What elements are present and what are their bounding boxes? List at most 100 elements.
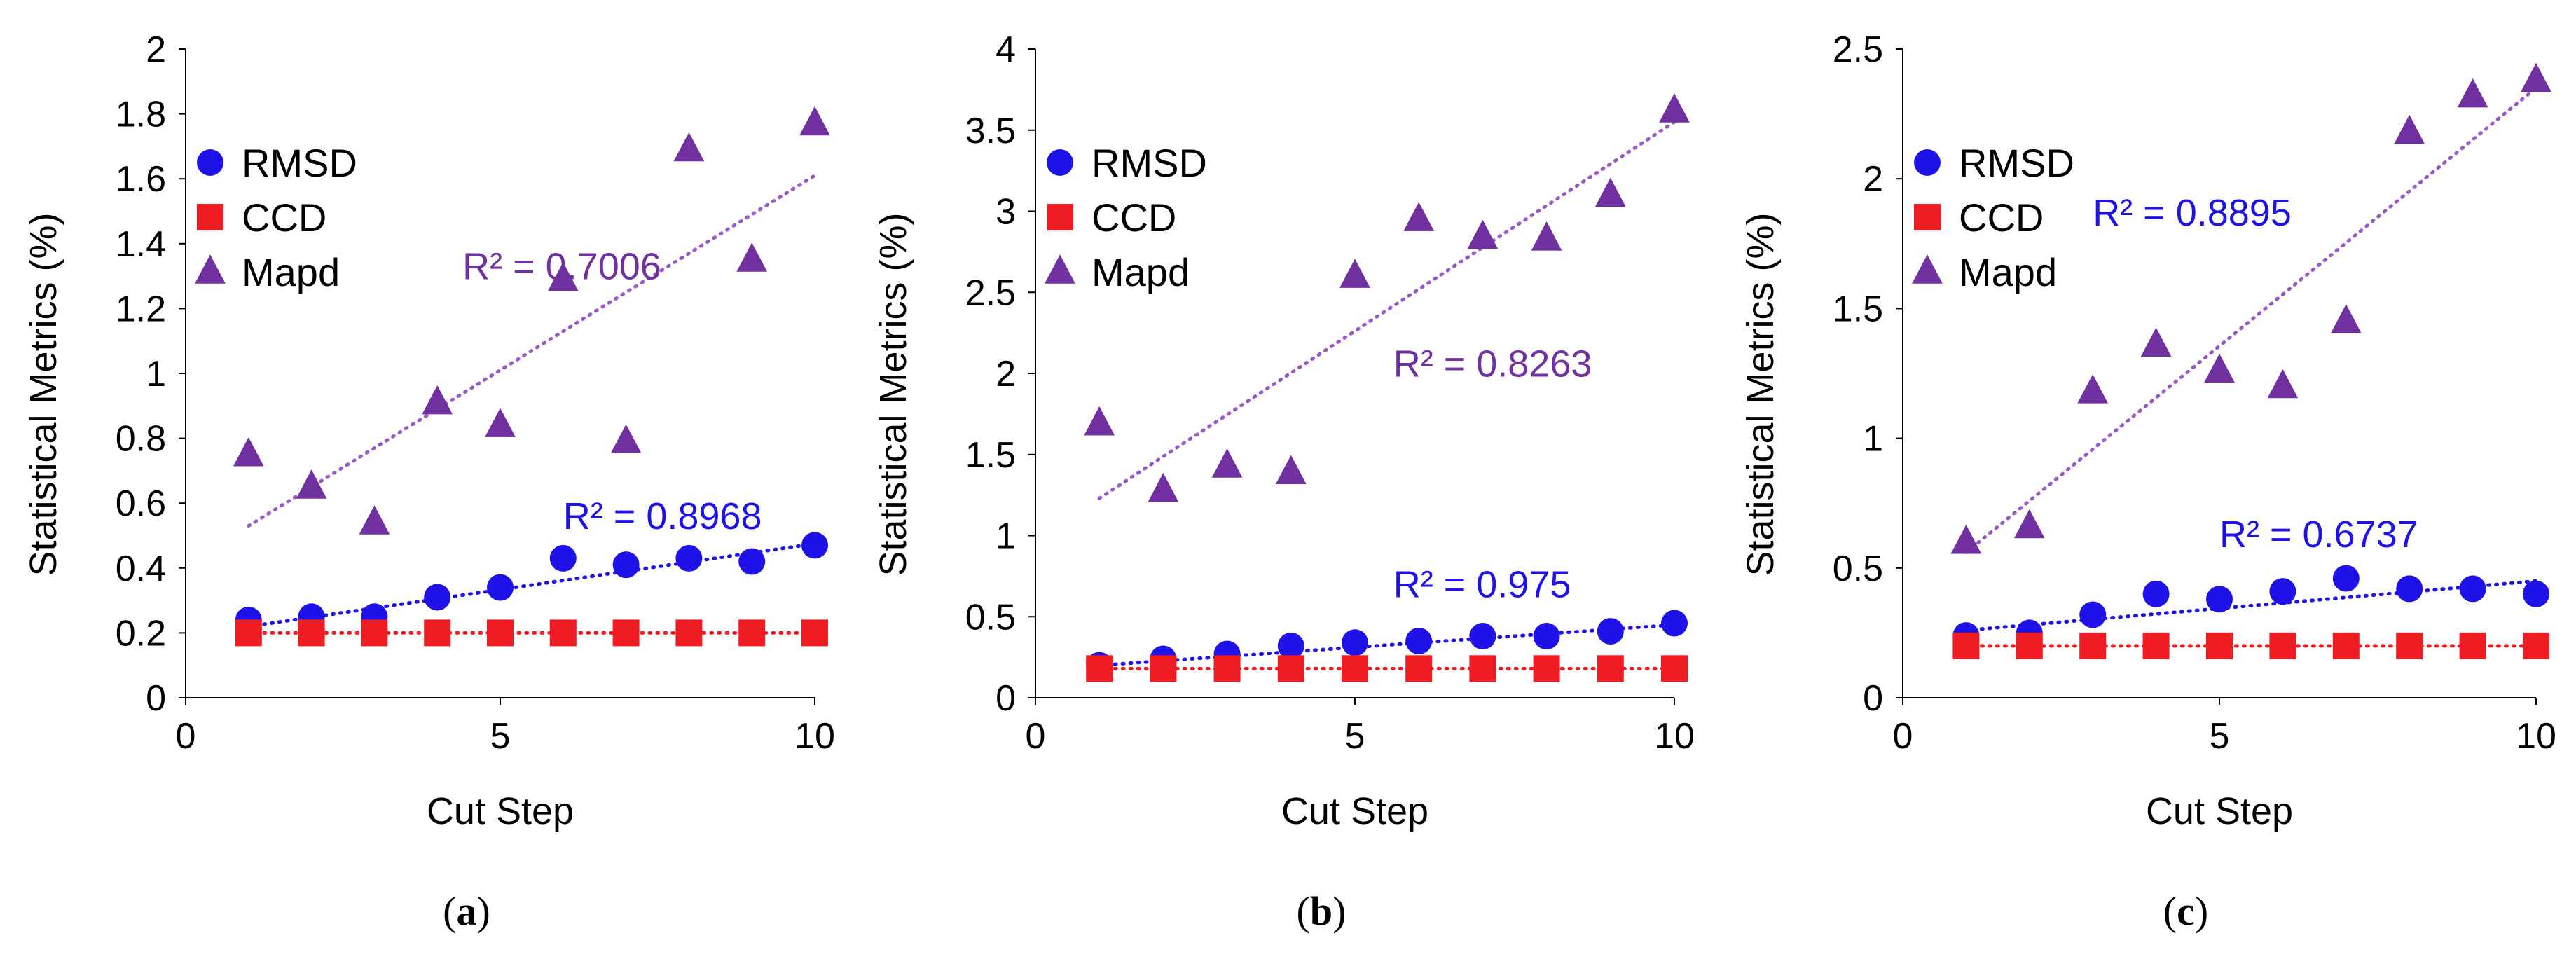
data-point-ccd [361, 619, 388, 647]
y-tick-label: 1.4 [116, 224, 166, 265]
legend-marker-rmsd [197, 149, 223, 176]
y-tick-label: 1.5 [1833, 289, 1883, 329]
legend-marker-mapd [1045, 254, 1075, 284]
data-point-mapd [359, 505, 390, 535]
r-squared-annotation: R² = 0.8895 [2093, 192, 2292, 234]
x-tick-label: 10 [794, 716, 835, 757]
data-point-ccd [801, 619, 828, 647]
y-tick-label: 1 [146, 354, 166, 394]
data-point-rmsd [424, 584, 451, 611]
legend-label-mapd: Mapd [1091, 250, 1190, 294]
legend-marker-mapd [195, 254, 226, 284]
data-point-ccd [235, 619, 262, 647]
y-tick-label: 0.4 [116, 549, 166, 589]
data-point-mapd [296, 469, 327, 499]
data-point-mapd [2394, 114, 2425, 144]
data-point-rmsd [549, 544, 577, 572]
data-point-rmsd [2523, 580, 2549, 607]
data-point-ccd [2206, 632, 2233, 659]
r-squared-annotation: R² = 0.6737 [2219, 514, 2418, 556]
y-tick-label: 0.5 [965, 597, 1016, 638]
y-tick-label: 0 [146, 678, 166, 719]
data-point-rmsd [487, 574, 514, 601]
y-axis-title: Statistical Metrics (%) [22, 212, 64, 576]
chart-panel-b: 0 0.5 1 1.5 2 2.5 3 3.5 4 0 5 10 Cut Step Statistical… [872, 29, 1695, 934]
data-point-mapd [1467, 219, 1499, 249]
y-tick-label: 2.5 [965, 273, 1016, 313]
x-tick-label: 5 [2210, 716, 2230, 757]
data-point-ccd [1597, 655, 1624, 682]
x-tick-label: 10 [1654, 716, 1695, 757]
data-point-ccd [1213, 655, 1241, 682]
y-tick-label: 0 [996, 678, 1016, 719]
panel-label-close: ) [1332, 888, 1346, 934]
data-point-rmsd [2269, 578, 2296, 605]
data-point-rmsd [1277, 632, 1304, 659]
data-point-ccd [2459, 632, 2486, 659]
panel-label-letter: b [1310, 888, 1332, 934]
y-tick-label: 0.6 [116, 483, 166, 524]
data-point-rmsd [1533, 623, 1560, 650]
legend-marker-rmsd [1914, 149, 1941, 176]
panel-label-close: ) [477, 888, 490, 934]
data-point-mapd [2140, 327, 2172, 357]
y-tick-label: 0.8 [116, 419, 166, 460]
y-tick-label: 1.2 [116, 289, 166, 329]
data-point-rmsd [1597, 618, 1624, 645]
r-squared-annotation: R² = 0.8263 [1393, 343, 1592, 385]
x-axis-title: Cut Step [427, 790, 574, 832]
y-axis-title: Statistical Metrics (%) [872, 212, 914, 576]
data-point-rmsd [2332, 565, 2360, 592]
legend-label-rmsd: RMSD [1959, 141, 2074, 185]
y-axis-title: Statistical Metrics (%) [1740, 212, 1782, 576]
data-point-ccd [1661, 655, 1688, 682]
chart-panel-a: 0 0.2 0.4 0.6 0.8 1 1.2 1.4 1.6 1.8 2 0 5 10 Cut Step S… [22, 29, 835, 934]
x-tick-label: 0 [1893, 716, 1913, 757]
legend-marker-rmsd [1047, 149, 1073, 176]
legend-marker-ccd [1047, 204, 1073, 230]
data-point-mapd [1950, 525, 1982, 554]
y-tick-label: 2.5 [1833, 29, 1883, 70]
data-point-ccd [738, 619, 766, 647]
x-axis-title: Cut Step [1281, 790, 1428, 832]
panel-label-letter: c [2177, 888, 2195, 934]
legend-label-rmsd: RMSD [242, 141, 357, 185]
data-point-mapd [485, 408, 516, 437]
legend-label-ccd: CCD [1959, 195, 2044, 240]
trendline-mapd [1964, 86, 2538, 555]
legend-label-mapd: Mapd [242, 250, 340, 294]
legend-label-rmsd: RMSD [1091, 141, 1207, 185]
data-point-mapd [1275, 455, 1307, 484]
data-point-rmsd [2079, 601, 2107, 628]
data-point-ccd [2269, 632, 2296, 659]
data-point-ccd [2142, 632, 2170, 659]
legend-label-mapd: Mapd [1959, 250, 2057, 294]
x-tick-label: 5 [490, 716, 511, 757]
y-tick-label: 0.2 [116, 613, 166, 654]
y-tick-label: 2 [1863, 159, 1883, 200]
data-point-ccd [298, 619, 325, 647]
trendline-rmsd [247, 542, 817, 628]
panel-label: (b) [1297, 888, 1346, 934]
data-point-mapd [2013, 509, 2045, 539]
x-axis-title: Cut Step [2146, 790, 2293, 832]
y-tick-label: 1.5 [965, 435, 1016, 476]
x-tick-label: 10 [2516, 716, 2556, 757]
data-point-rmsd [801, 532, 828, 559]
data-point-mapd [2204, 353, 2235, 383]
y-tick-label: 1.6 [116, 159, 166, 200]
panel-label: (a) [443, 888, 490, 934]
panel-label-letter: a [457, 888, 477, 934]
data-point-ccd [424, 619, 451, 647]
data-point-mapd [2267, 369, 2299, 399]
data-point-mapd [799, 106, 830, 136]
panel-label-open: ( [1297, 888, 1310, 934]
data-point-mapd [610, 424, 642, 453]
data-point-mapd [1084, 406, 1115, 436]
y-tick-label: 4 [996, 29, 1016, 70]
data-point-ccd [1469, 655, 1496, 682]
legend-marker-ccd [1914, 204, 1941, 230]
y-tick-label: 1 [1863, 419, 1883, 460]
legend-marker-mapd [1912, 254, 1943, 284]
